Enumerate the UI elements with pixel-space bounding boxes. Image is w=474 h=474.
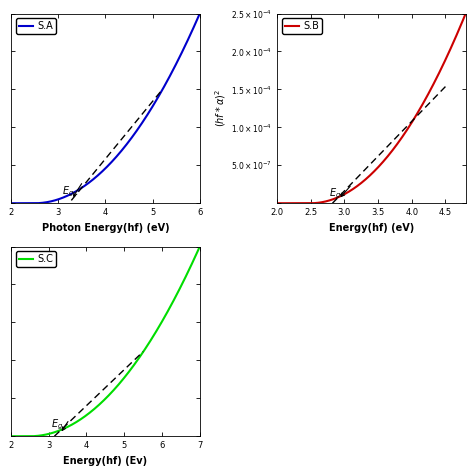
Text: $E_g$: $E_g$ [62,185,74,200]
Legend: S.C: S.C [16,251,56,267]
X-axis label: Energy(hf) (eV): Energy(hf) (eV) [328,223,414,233]
Text: $E_g$: $E_g$ [329,187,341,201]
X-axis label: Energy(hf) (Ev): Energy(hf) (Ev) [64,456,147,465]
Legend: S.B: S.B [282,18,322,34]
X-axis label: Photon Energy(hf) (eV): Photon Energy(hf) (eV) [42,223,169,233]
Y-axis label: $(hf*\alpha)^2$: $(hf*\alpha)^2$ [214,90,228,128]
Text: $E_g$: $E_g$ [51,418,63,432]
Legend: S.A: S.A [16,18,56,34]
